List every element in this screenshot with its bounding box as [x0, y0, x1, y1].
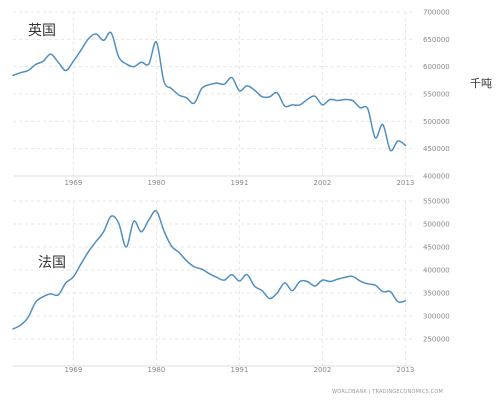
uk-series-line	[12, 31, 407, 152]
uk-panel-title: 英国	[28, 22, 56, 39]
fr-y-tick-label: 450000	[423, 244, 450, 252]
fr-x-tick-label: 1969	[64, 366, 82, 374]
source-credit: WORLDBANK | TRADINGECONOMICS.COM	[332, 389, 443, 395]
unit-label: 千吨	[470, 77, 492, 90]
uk-x-tick-label: 1991	[231, 179, 249, 187]
fr-x-tick-label: 2002	[314, 366, 332, 374]
fr-y-tick-label: 400000	[423, 267, 450, 275]
fr-x-tick-label: 1991	[231, 366, 249, 374]
uk-y-tick-label: 650000	[423, 36, 450, 44]
uk-y-tick-label: 600000	[423, 63, 450, 71]
uk-x-tick-label: 1980	[147, 179, 165, 187]
fr-x-tick-label: 2013	[397, 366, 415, 374]
uk-y-tick-label: 700000	[423, 9, 450, 17]
fr-y-tick-label: 300000	[423, 313, 450, 321]
uk-y-tick-label: 400000	[423, 173, 450, 181]
fr-y-tick-label: 350000	[423, 290, 450, 298]
uk-x-tick-label: 2013	[397, 179, 415, 187]
fr-series-line	[12, 210, 407, 330]
uk-y-tick-label: 450000	[423, 145, 450, 153]
fr-y-tick-label: 550000	[423, 198, 450, 206]
fr-panel-title: 法国	[38, 255, 66, 271]
fr-x-tick-label: 1980	[147, 366, 165, 374]
uk-y-tick-label: 500000	[423, 118, 450, 126]
uk-x-tick-label: 1969	[64, 179, 82, 187]
fr-y-tick-label: 250000	[423, 336, 450, 344]
uk-y-tick-label: 550000	[423, 91, 450, 99]
uk-x-tick-label: 2002	[314, 179, 332, 187]
fr-y-tick-label: 500000	[423, 221, 450, 229]
